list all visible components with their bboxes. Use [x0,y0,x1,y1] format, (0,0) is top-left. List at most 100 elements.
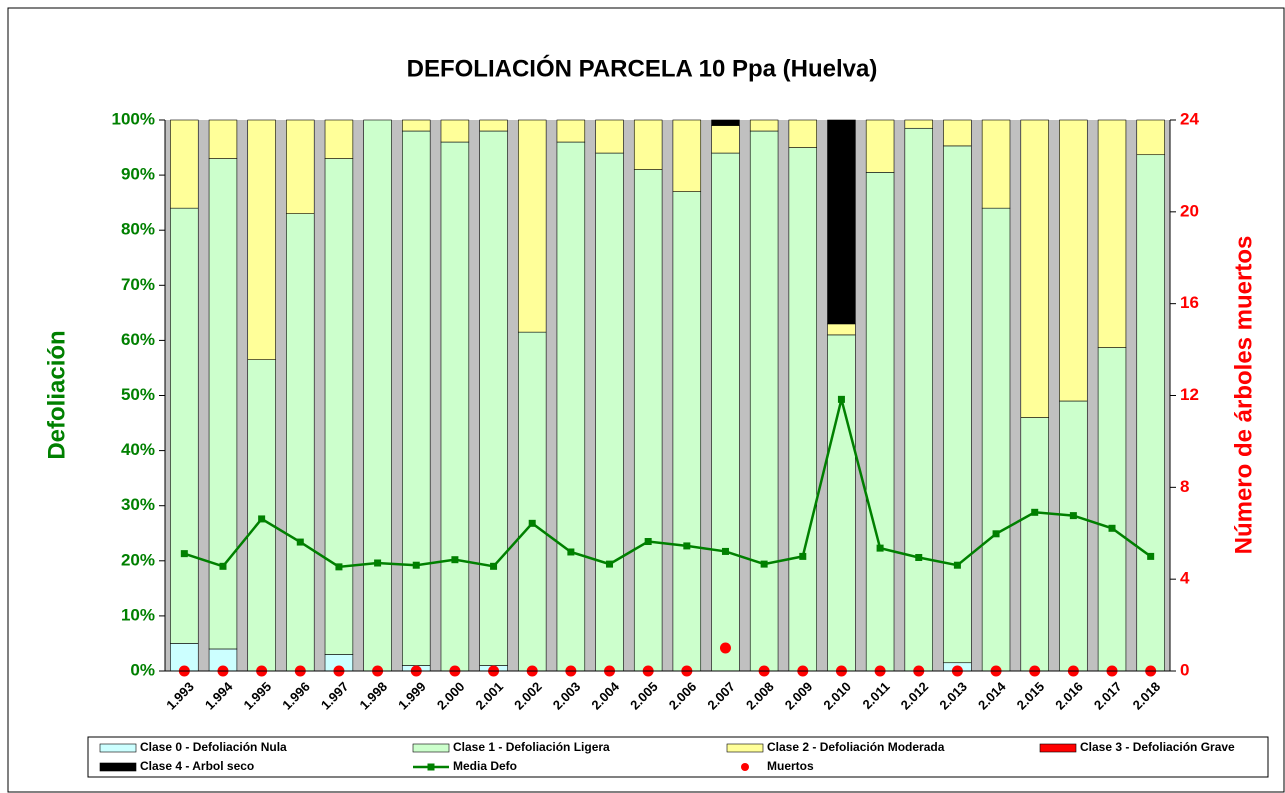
legend-swatch [726,743,764,753]
bar-segment [749,119,779,132]
bar-segment [788,119,818,148]
bar-segment [981,207,1011,672]
bar-segment [981,119,1011,209]
bar-segment [672,191,702,672]
bar-segment [633,119,663,170]
line-marker [915,553,923,561]
line-marker [1147,552,1155,560]
bar-segment [324,158,354,655]
y2-tick-label: 12 [1180,385,1199,404]
bar-segment [749,130,779,672]
bar-segment [402,119,431,132]
legend-box [87,736,1269,778]
line-marker [1108,524,1116,532]
y-tick-label: 60% [121,330,155,349]
legend-label: Clase 4 - Arbol seco [140,759,254,773]
legend-swatch [741,763,749,771]
bar-segment [170,207,199,644]
line-marker [180,550,188,558]
bar-segment [827,323,856,336]
scatter-point [719,642,731,654]
y-tick-label: 0% [130,660,155,679]
bar-segment [904,119,933,129]
bar-segment [517,119,547,333]
plot-area [165,120,1170,671]
bar-segment [788,147,818,672]
legend-swatch [427,763,435,771]
bar-segment [943,145,972,664]
y2-tick-label: 8 [1180,477,1189,496]
bar-segment [517,331,547,672]
bar-segment [904,127,933,672]
line-marker [837,395,845,403]
y-tick-label: 40% [121,440,155,459]
bar-segment [170,119,199,209]
bar-segment [247,119,276,360]
bar-segment [633,169,663,672]
y-tick-label: 70% [121,275,155,294]
bar-segment [595,119,624,154]
y2-axis-label: Número de árboles muertos [1230,236,1257,555]
legend-swatch [99,762,137,772]
bar-segment [556,141,586,672]
bar-segment [286,119,315,214]
y-tick-label: 90% [121,165,155,184]
bar-segment [1059,119,1088,402]
bar-segment [363,119,392,672]
bar-segment [711,152,740,672]
line-marker [992,530,1000,538]
line-marker [644,538,652,546]
legend-swatch [412,743,450,753]
bar-segment [247,359,276,672]
bar-segment [1059,400,1088,672]
bar-segment [324,119,354,159]
line-marker [953,561,961,569]
y2-tick-label: 4 [1180,569,1190,588]
chart-title: DEFOLIACIÓN PARCELA 10 Ppa (Huelva) [407,54,878,82]
bar-segment [1020,417,1049,672]
line-marker [760,560,768,568]
legend-swatch [99,743,137,753]
legend-label: Media Defo [453,759,517,773]
y2-tick-label: 0 [1180,660,1189,679]
bar-segment [479,119,508,132]
line-marker [490,562,498,570]
bar-segment [1097,119,1127,348]
bar-segment [865,172,895,672]
bar-segment [1136,154,1165,672]
line-marker [296,538,304,546]
line-marker [721,547,729,555]
y2-tick-label: 16 [1180,293,1199,312]
bar-segment [1020,119,1049,418]
line-marker [335,563,343,571]
bar-segment [1136,119,1165,156]
legend-swatch [1039,743,1077,753]
bar-segment [479,130,508,666]
line-marker [528,519,536,527]
bar-segment [556,119,586,143]
line-marker [799,552,807,560]
bar-segment [402,130,431,666]
bar-segment [440,119,470,143]
line-marker [258,515,266,523]
bar-segment [208,158,238,650]
legend-label: Clase 0 - Defoliación Nula [140,740,287,754]
line-marker [1069,512,1077,520]
bar-segment [827,119,856,325]
bar-segment [440,141,470,672]
line-series [183,399,1152,569]
bar-segment [827,334,856,672]
bar-segment [208,119,238,159]
legend-label: Clase 1 - Defoliación Ligera [453,740,610,754]
line-marker [683,542,691,550]
bar-segment [672,119,702,192]
y-axis-label: Defoliación [43,330,70,459]
y-tick-label: 20% [121,550,155,569]
line-marker [219,562,227,570]
y-tick-label: 100% [112,109,155,128]
bar-segment [1097,347,1127,672]
bar-segment [943,119,972,147]
bar-segment [865,119,895,173]
